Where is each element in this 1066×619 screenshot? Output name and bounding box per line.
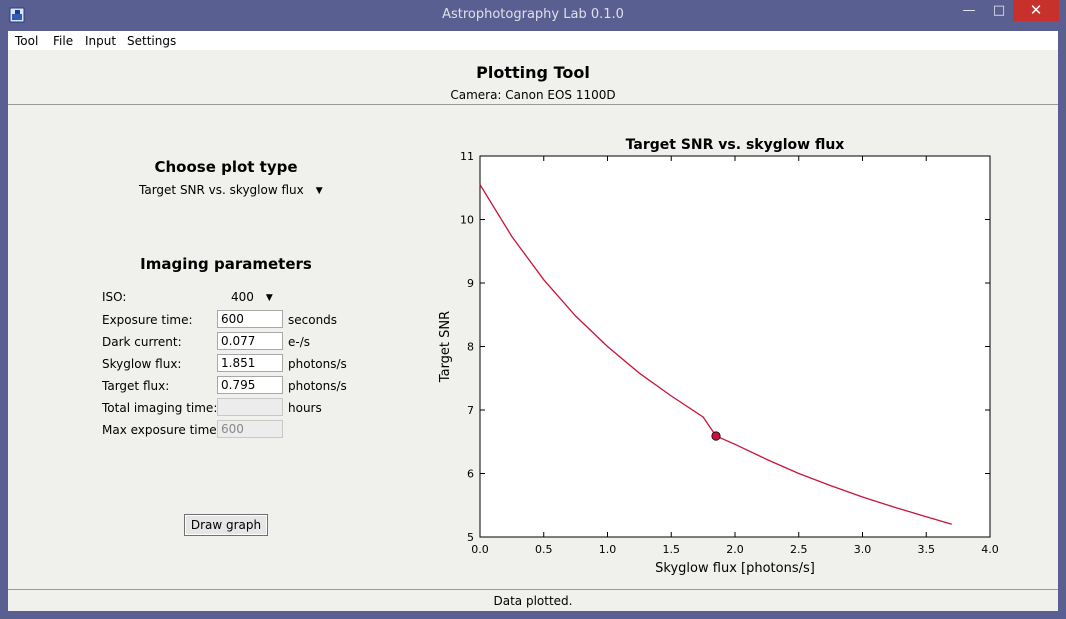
total-imaging-time-input bbox=[217, 398, 283, 416]
exposure-time-label: Exposure time: bbox=[102, 313, 193, 327]
x-tick-label: 1.5 bbox=[663, 543, 681, 556]
snr-plot: 0.0 0.5 1.0 1.5 2.0 2.5 3.0 3.5 4.0 5 6 7 8 9 10 11 Targ… bbox=[438, 137, 999, 576]
client-area: Tool File Input Settings Plotting Tool C… bbox=[8, 31, 1058, 611]
current-value-marker bbox=[711, 431, 721, 441]
x-tick-label: 4.0 bbox=[981, 543, 999, 556]
minimize-button[interactable]: — bbox=[962, 3, 976, 18]
plot-type-dropdown[interactable]: Target SNR vs. skyglow flux ▼ bbox=[139, 183, 323, 197]
target-flux-label: Target flux: bbox=[102, 379, 170, 393]
iso-value: 400 bbox=[231, 290, 254, 304]
imaging-parameters-heading: Imaging parameters bbox=[140, 255, 312, 273]
camera-label: Camera: Canon EOS 1100D bbox=[450, 88, 616, 102]
target-flux-input[interactable] bbox=[217, 376, 283, 394]
plot-type-heading: Choose plot type bbox=[154, 158, 298, 176]
draw-graph-button[interactable]: Draw graph bbox=[184, 514, 268, 536]
menu-bar: Tool File Input Settings bbox=[8, 31, 1058, 50]
y-tick-label: 10 bbox=[460, 214, 474, 227]
x-tick-label: 3.0 bbox=[854, 543, 872, 556]
target-flux-unit: photons/s bbox=[288, 379, 347, 393]
x-axis-label: Skyglow flux [photons/s] bbox=[655, 561, 815, 576]
x-tick-label: 3.5 bbox=[918, 543, 936, 556]
chevron-down-icon: ▼ bbox=[315, 186, 323, 196]
y-tick-label: 9 bbox=[467, 277, 474, 290]
x-tick-label: 2.0 bbox=[726, 543, 744, 556]
menu-file[interactable]: File bbox=[53, 34, 74, 48]
x-tick-label: 1.0 bbox=[599, 543, 617, 556]
status-divider bbox=[8, 589, 1058, 590]
max-exposure-time-input bbox=[217, 420, 283, 438]
plot-area bbox=[479, 155, 991, 538]
menu-tool[interactable]: Tool bbox=[15, 34, 39, 48]
y-tick-label: 11 bbox=[460, 150, 474, 163]
menu-input[interactable]: Input bbox=[85, 34, 117, 48]
skyglow-flux-unit: photons/s bbox=[288, 357, 347, 371]
y-axis-label: Target SNR bbox=[438, 311, 453, 383]
menu-settings[interactable]: Settings bbox=[127, 34, 177, 48]
y-tick-label: 7 bbox=[467, 404, 474, 417]
max-exposure-time-label: Max exposure time: bbox=[102, 423, 221, 437]
plot-type-value: Target SNR vs. skyglow flux bbox=[139, 183, 304, 197]
status-text: Data plotted. bbox=[493, 594, 573, 608]
iso-dropdown[interactable]: 400 ▼ bbox=[231, 290, 273, 304]
iso-label: ISO: bbox=[102, 290, 127, 304]
skyglow-flux-input[interactable] bbox=[217, 354, 283, 372]
app-icon[interactable] bbox=[9, 7, 25, 23]
exposure-time-input[interactable] bbox=[217, 310, 283, 328]
total-imaging-time-label: Total imaging time: bbox=[102, 401, 218, 415]
exposure-time-unit: seconds bbox=[288, 313, 338, 327]
maximize-button[interactable]: □ bbox=[992, 3, 1006, 18]
y-tick-label: 5 bbox=[467, 531, 474, 544]
x-tick-label: 0.0 bbox=[471, 543, 489, 556]
x-tick-label: 2.5 bbox=[790, 543, 808, 556]
dark-current-input[interactable] bbox=[217, 332, 283, 350]
chevron-down-icon: ▼ bbox=[265, 293, 273, 303]
page-title: Plotting Tool bbox=[476, 63, 590, 82]
window-title: Astrophotography Lab 0.1.0 bbox=[442, 7, 624, 22]
x-tick-label: 0.5 bbox=[535, 543, 553, 556]
title-bar[interactable]: Astrophotography Lab 0.1.0 — □ ✕ bbox=[0, 0, 1066, 31]
total-imaging-time-unit: hours bbox=[288, 401, 322, 415]
y-tick-label: 8 bbox=[467, 341, 474, 354]
dark-current-unit: e-/s bbox=[288, 335, 311, 349]
dark-current-label: Dark current: bbox=[102, 335, 182, 349]
y-tick-label: 6 bbox=[467, 468, 474, 481]
chart-title: Target SNR vs. skyglow flux bbox=[626, 137, 845, 153]
close-button[interactable]: ✕ bbox=[1013, 0, 1059, 21]
skyglow-flux-label: Skyglow flux: bbox=[102, 357, 182, 371]
header-divider bbox=[8, 104, 1058, 105]
